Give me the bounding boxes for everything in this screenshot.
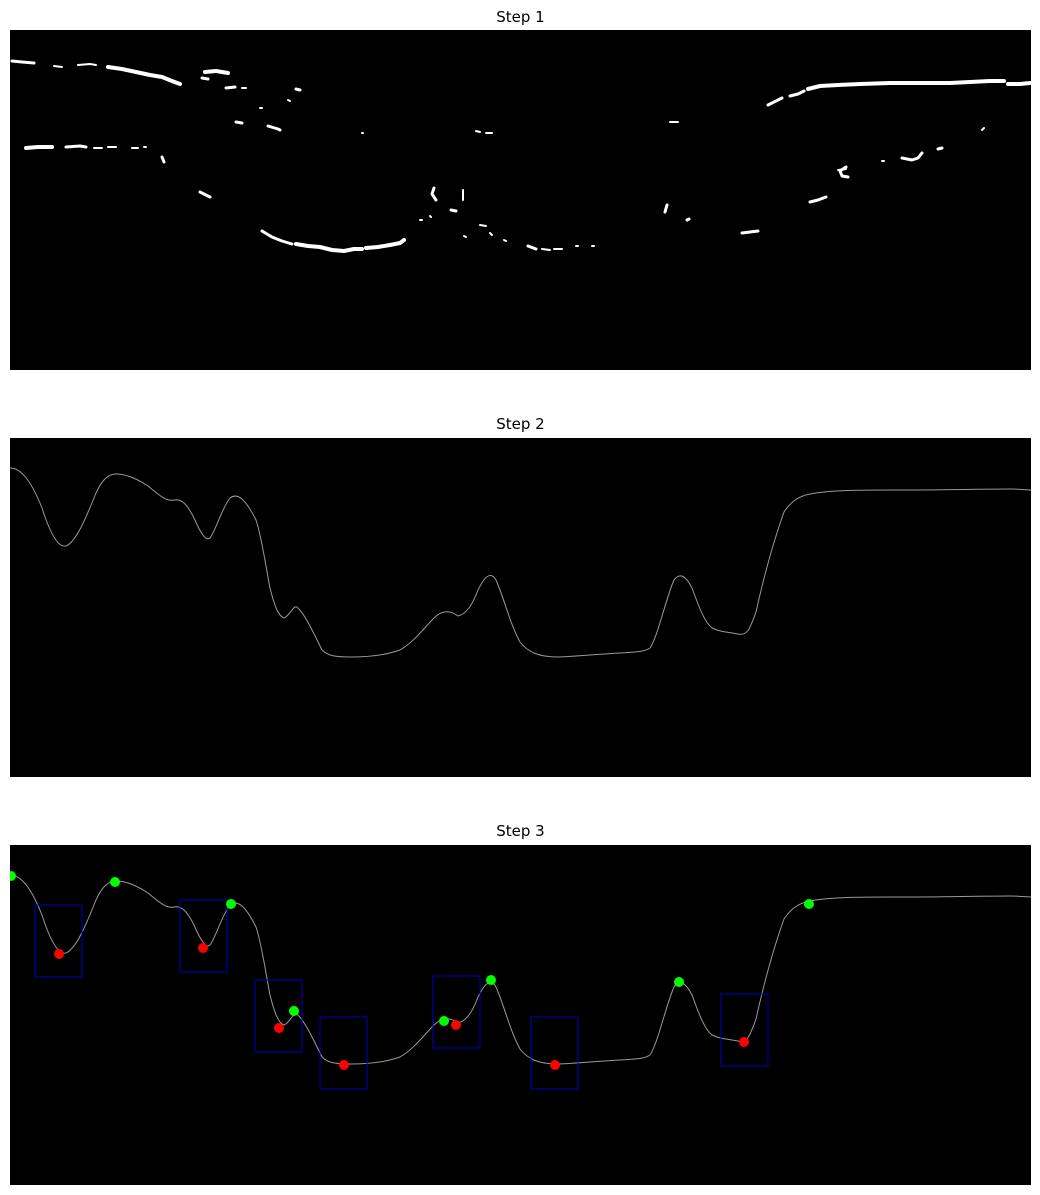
- edge-fragment: [503, 239, 507, 242]
- edge-fragment: [53, 65, 63, 68]
- edge-fragment: [106, 65, 182, 86]
- edge-fragment: [429, 215, 432, 218]
- edge-fragment: [203, 69, 230, 75]
- valley-box-1: [34, 904, 83, 978]
- edge-fragment: [160, 155, 166, 164]
- edge-fragment: [806, 79, 1006, 91]
- edge-fragment: [24, 145, 54, 150]
- step-1-panel: [10, 30, 1031, 370]
- peak-marker-3: [226, 899, 236, 909]
- edge-fragment: [788, 89, 806, 98]
- edge-fragment: [260, 229, 294, 246]
- step-2-title: Step 2: [496, 415, 545, 433]
- edge-fragment: [475, 130, 481, 133]
- valley-marker-3: [274, 1023, 284, 1033]
- edge-fragment: [198, 190, 212, 199]
- edge-fragment: [479, 224, 487, 227]
- edge-fragment: [294, 87, 302, 92]
- edge-fragment: [294, 242, 364, 253]
- valley-marker-4: [339, 1060, 349, 1070]
- peak-marker-5: [439, 1016, 449, 1026]
- edge-fragment: [77, 63, 97, 66]
- edge-fragment: [1006, 81, 1031, 86]
- step-1-title: Step 1: [496, 8, 545, 26]
- edge-fragment: [900, 151, 924, 162]
- peak-marker-6: [486, 975, 496, 985]
- peak-marker-2: [110, 877, 120, 887]
- valley-marker-6: [550, 1060, 560, 1070]
- peak-marker-1: [10, 871, 16, 881]
- edge-fragment: [364, 238, 406, 250]
- peak-marker-8: [804, 899, 814, 909]
- edge-fragment: [430, 186, 438, 202]
- edge-fragment: [936, 146, 944, 151]
- edge-fragment: [200, 76, 210, 81]
- step-2-contour: [10, 467, 1031, 658]
- edge-fragment: [740, 229, 760, 235]
- step-1-edge-mask: [10, 59, 1031, 253]
- edge-fragment: [526, 244, 538, 251]
- edge-fragment: [234, 120, 244, 125]
- edge-fragment: [64, 144, 88, 149]
- edge-fragment: [224, 85, 237, 90]
- edge-fragment: [766, 96, 784, 107]
- edge-fragment: [463, 235, 467, 238]
- valley-marker-1: [54, 949, 64, 959]
- valley-box-3: [254, 979, 303, 1053]
- step-3-title: Step 3: [496, 822, 545, 840]
- valley-marker-5: [451, 1020, 461, 1030]
- contour-line: [10, 874, 1031, 1065]
- valley-box-5: [432, 975, 481, 1049]
- step-3-annotated-contour: [10, 871, 1031, 1090]
- edge-fragment: [808, 195, 828, 204]
- edge-fragment: [10, 59, 36, 65]
- valley-marker-7: [739, 1037, 749, 1047]
- step-3-panel: [10, 845, 1031, 1185]
- edge-fragment: [489, 232, 493, 236]
- valley-box-4: [319, 1016, 368, 1090]
- step-2-panel: [10, 438, 1031, 777]
- edge-fragment: [837, 168, 847, 171]
- valley-box-6: [530, 1016, 579, 1090]
- edge-fragment: [541, 248, 551, 251]
- valley-marker-2: [198, 943, 208, 953]
- valley-box-2: [179, 899, 228, 973]
- edge-fragment: [981, 127, 985, 131]
- edge-fragment: [685, 217, 691, 222]
- edge-fragment: [266, 124, 282, 132]
- edge-fragment: [663, 203, 669, 214]
- peak-marker-4: [289, 1006, 299, 1016]
- peak-marker-7: [674, 977, 684, 987]
- contour-line: [10, 467, 1031, 658]
- valley-box-7: [720, 993, 769, 1067]
- edge-fragment: [287, 99, 291, 102]
- edge-fragment: [449, 208, 458, 213]
